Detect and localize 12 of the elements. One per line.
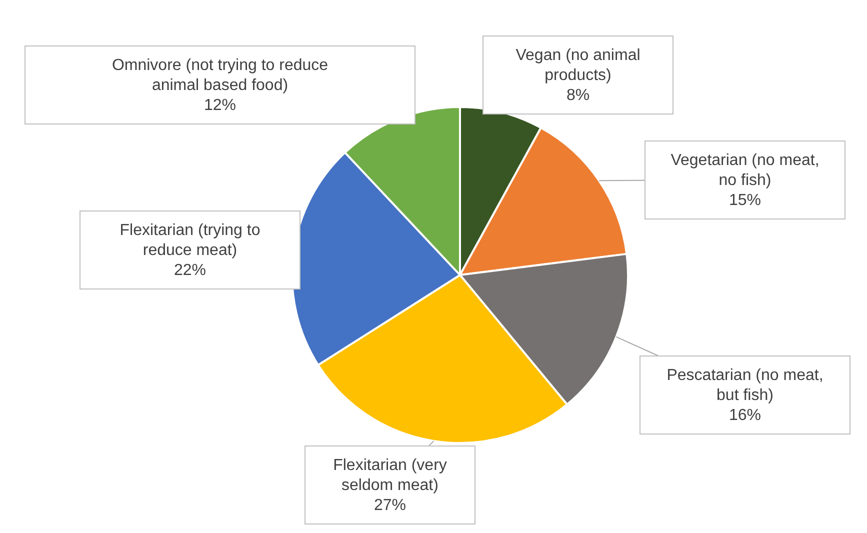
slice-label: Omnivore (not trying to reduce animal based food) (112, 57, 328, 94)
data-label: 16% (728, 407, 762, 424)
slice-label: Vegan (no animal products) (516, 47, 640, 84)
data-label: 22% (174, 262, 206, 279)
data-label: 27% (374, 497, 406, 514)
slice-label: Pescatarian (no meat, but fish) (666, 367, 824, 404)
slice-label: Flexitarian (very seldom meat) (333, 457, 447, 494)
data-label: 15% (728, 192, 762, 209)
slice-label: Vegetarian (no meat, no fish) (670, 152, 820, 189)
data-label: 12% (204, 97, 236, 114)
data-label: 8% (566, 87, 590, 104)
slice-label: Flexitarian (trying to reduce meat) (120, 222, 260, 259)
